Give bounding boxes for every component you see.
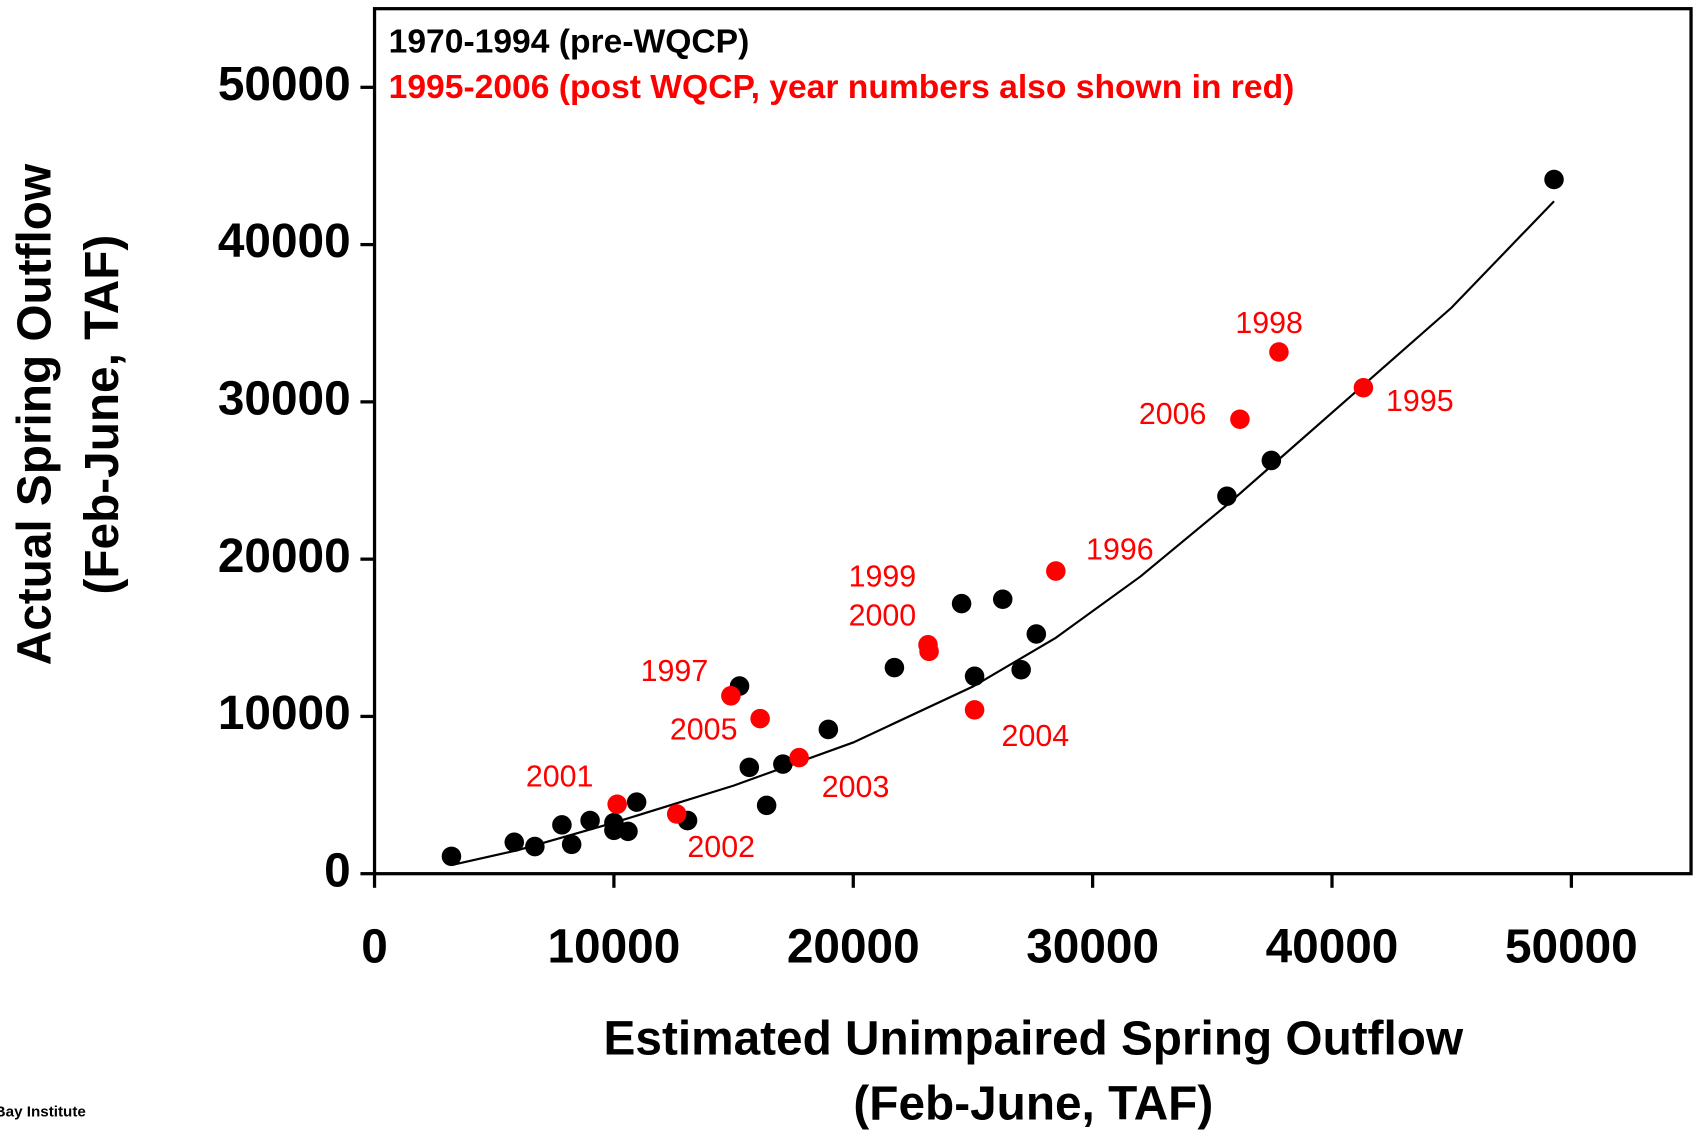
point <box>756 795 777 816</box>
point <box>626 792 647 812</box>
point-label: 2002 <box>687 830 755 864</box>
point <box>721 686 741 706</box>
point <box>750 708 770 729</box>
point <box>1011 660 1031 680</box>
point <box>607 794 627 815</box>
x-tick-label: 30000 <box>1026 920 1159 973</box>
point-label: 1995 <box>1386 384 1454 418</box>
point <box>441 846 462 867</box>
legend-entry: 1995-2006 (post WQCP, year numbers also … <box>389 69 1295 106</box>
point <box>504 832 525 853</box>
x-axis-title: Estimated Unimpaired Spring Outflow <box>604 1013 1464 1066</box>
y-axis-title: (Feb-June, TAF) <box>76 235 129 595</box>
point-label: 2000 <box>849 599 917 633</box>
point-label: 2001 <box>526 759 594 793</box>
point <box>580 810 600 831</box>
point <box>818 719 839 740</box>
point <box>1544 169 1564 190</box>
y-tick-label: 30000 <box>218 372 351 425</box>
point <box>618 821 638 842</box>
point <box>1269 342 1289 362</box>
trendline <box>451 200 1555 867</box>
point <box>964 700 985 720</box>
source: Bay Institute <box>0 1103 86 1120</box>
y-tick-label: 10000 <box>218 687 351 740</box>
point <box>1353 377 1374 398</box>
point <box>604 820 624 841</box>
x-tick-label: 40000 <box>1266 920 1399 973</box>
x-axis-title: (Feb-June, TAF) <box>853 1078 1213 1131</box>
x-tick-label: 10000 <box>548 920 681 973</box>
point <box>884 657 905 678</box>
point-label: 2006 <box>1139 397 1207 431</box>
point <box>561 834 582 855</box>
point <box>1046 561 1066 581</box>
y-tick-label: 0 <box>324 844 351 897</box>
point <box>951 593 972 614</box>
point <box>919 641 939 662</box>
point <box>552 815 572 835</box>
point <box>1217 486 1237 507</box>
x-tick-label: 0 <box>361 920 388 973</box>
point-label: 1996 <box>1086 533 1154 567</box>
point-label: 2004 <box>1002 719 1070 753</box>
point <box>992 589 1013 610</box>
point <box>773 754 793 774</box>
y-tick-label: 40000 <box>218 215 351 268</box>
plot-frame <box>372 7 1693 876</box>
point-label: 1997 <box>641 654 709 688</box>
point <box>964 666 985 687</box>
point-label: 1998 <box>1235 306 1303 340</box>
point <box>666 804 687 824</box>
x-tick-label: 20000 <box>787 920 920 973</box>
point-label: 1999 <box>849 560 917 594</box>
point <box>1026 624 1047 644</box>
y-tick-label: 20000 <box>218 530 351 583</box>
point <box>789 747 809 768</box>
point <box>525 836 545 857</box>
point-label: 2003 <box>822 770 890 804</box>
legend-entry: 1970-1994 (pre-WQCP) <box>389 23 750 60</box>
point-label: 2005 <box>670 713 738 747</box>
point <box>1230 409 1250 429</box>
point <box>739 757 760 778</box>
y-tick-label: 50000 <box>218 58 351 111</box>
point <box>1261 450 1282 471</box>
y-axis-title: Actual Spring Outflow <box>9 163 62 665</box>
x-tick-label: 50000 <box>1505 920 1638 973</box>
